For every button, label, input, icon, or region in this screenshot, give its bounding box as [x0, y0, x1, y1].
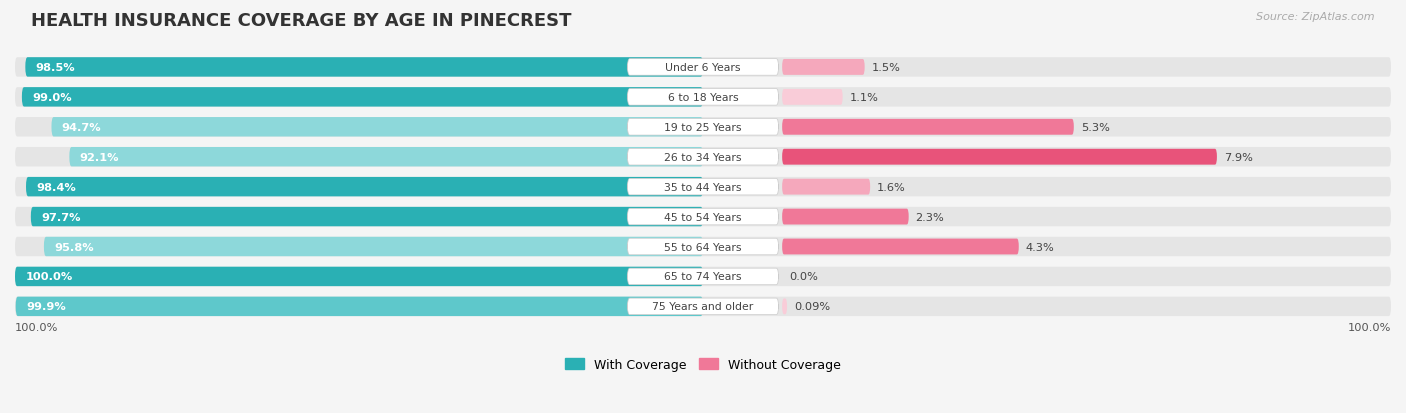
Text: 95.8%: 95.8% — [55, 242, 94, 252]
Text: 19 to 25 Years: 19 to 25 Years — [664, 123, 742, 133]
Text: 92.1%: 92.1% — [80, 152, 120, 162]
Legend: With Coverage, Without Coverage: With Coverage, Without Coverage — [561, 353, 845, 376]
Text: 1.6%: 1.6% — [877, 182, 905, 192]
FancyBboxPatch shape — [627, 209, 779, 225]
Text: 98.5%: 98.5% — [35, 63, 76, 73]
FancyBboxPatch shape — [25, 58, 703, 78]
Text: 65 to 74 Years: 65 to 74 Years — [664, 272, 742, 282]
FancyBboxPatch shape — [782, 119, 1074, 135]
Text: 4.3%: 4.3% — [1025, 242, 1054, 252]
Text: 0.0%: 0.0% — [789, 272, 818, 282]
Text: 75 Years and older: 75 Years and older — [652, 301, 754, 312]
Text: 94.7%: 94.7% — [62, 123, 101, 133]
FancyBboxPatch shape — [15, 118, 1391, 137]
Text: 98.4%: 98.4% — [37, 182, 76, 192]
FancyBboxPatch shape — [627, 179, 779, 195]
Text: 97.7%: 97.7% — [41, 212, 80, 222]
FancyBboxPatch shape — [15, 88, 1391, 107]
FancyBboxPatch shape — [15, 297, 703, 316]
FancyBboxPatch shape — [782, 299, 787, 315]
Text: HEALTH INSURANCE COVERAGE BY AGE IN PINECREST: HEALTH INSURANCE COVERAGE BY AGE IN PINE… — [31, 12, 571, 30]
FancyBboxPatch shape — [627, 298, 779, 315]
FancyBboxPatch shape — [627, 59, 779, 76]
Text: 55 to 64 Years: 55 to 64 Years — [664, 242, 742, 252]
FancyBboxPatch shape — [25, 178, 703, 197]
FancyBboxPatch shape — [31, 207, 703, 227]
Text: 99.9%: 99.9% — [25, 301, 66, 312]
FancyBboxPatch shape — [22, 88, 703, 107]
Text: 5.3%: 5.3% — [1081, 123, 1109, 133]
FancyBboxPatch shape — [15, 207, 1391, 227]
FancyBboxPatch shape — [627, 119, 779, 136]
Text: 100.0%: 100.0% — [1347, 322, 1391, 332]
FancyBboxPatch shape — [15, 267, 703, 287]
FancyBboxPatch shape — [782, 90, 842, 106]
Text: 1.1%: 1.1% — [849, 93, 879, 102]
Text: 1.5%: 1.5% — [872, 63, 900, 73]
Text: 7.9%: 7.9% — [1223, 152, 1253, 162]
Text: 99.0%: 99.0% — [32, 93, 72, 102]
Text: 26 to 34 Years: 26 to 34 Years — [664, 152, 742, 162]
FancyBboxPatch shape — [15, 147, 1391, 167]
FancyBboxPatch shape — [782, 179, 870, 195]
FancyBboxPatch shape — [15, 58, 1391, 78]
Text: 0.09%: 0.09% — [794, 301, 830, 312]
FancyBboxPatch shape — [627, 149, 779, 166]
FancyBboxPatch shape — [782, 150, 1218, 165]
FancyBboxPatch shape — [15, 178, 1391, 197]
FancyBboxPatch shape — [15, 267, 1391, 287]
FancyBboxPatch shape — [782, 60, 865, 76]
Text: 100.0%: 100.0% — [25, 272, 73, 282]
FancyBboxPatch shape — [627, 239, 779, 255]
FancyBboxPatch shape — [627, 89, 779, 106]
Text: Source: ZipAtlas.com: Source: ZipAtlas.com — [1257, 12, 1375, 22]
FancyBboxPatch shape — [782, 239, 1019, 255]
FancyBboxPatch shape — [15, 297, 1391, 316]
Text: 2.3%: 2.3% — [915, 212, 945, 222]
Text: 100.0%: 100.0% — [15, 322, 59, 332]
Text: 6 to 18 Years: 6 to 18 Years — [668, 93, 738, 102]
FancyBboxPatch shape — [15, 237, 1391, 256]
FancyBboxPatch shape — [52, 118, 703, 137]
Text: Under 6 Years: Under 6 Years — [665, 63, 741, 73]
FancyBboxPatch shape — [627, 268, 779, 285]
Text: 35 to 44 Years: 35 to 44 Years — [664, 182, 742, 192]
FancyBboxPatch shape — [69, 147, 703, 167]
Text: 45 to 54 Years: 45 to 54 Years — [664, 212, 742, 222]
FancyBboxPatch shape — [782, 209, 908, 225]
FancyBboxPatch shape — [44, 237, 703, 256]
